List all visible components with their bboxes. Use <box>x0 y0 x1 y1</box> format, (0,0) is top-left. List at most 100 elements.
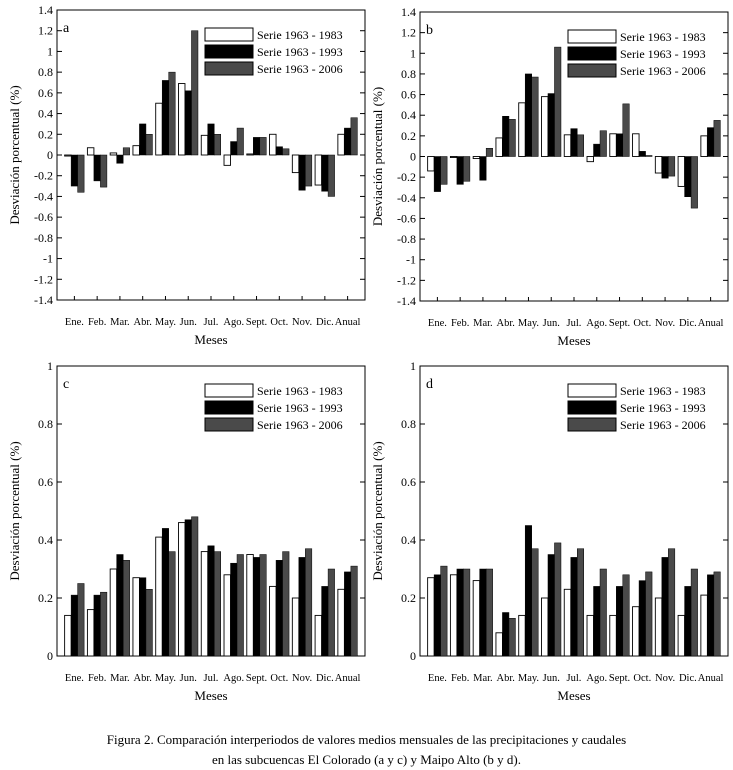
bar-serie1963-1983-ene <box>427 577 435 657</box>
legend-label-1: Serie 1963 - 1983 <box>257 28 343 42</box>
legend-label-2: Serie 1963 - 1993 <box>257 45 343 59</box>
bar-serie1963-1983-sept <box>246 153 254 156</box>
x-tick-label: Ene. <box>65 317 84 328</box>
x-tick-label: Ago. <box>586 673 607 684</box>
legend-swatch-2 <box>567 400 617 415</box>
bar-serie1963-1983-may <box>518 614 526 657</box>
bar-serie1963-1993-may <box>161 528 169 657</box>
bar-serie1963-2006-mar <box>485 147 493 157</box>
legend-label-1: Serie 1963 - 1983 <box>257 384 343 398</box>
x-tick-label: Nov. <box>292 673 312 684</box>
x-tick-label: Jun. <box>543 318 560 329</box>
legend-swatch-2 <box>204 400 254 415</box>
bar-serie1963-1983-nov <box>654 156 663 174</box>
x-tick-label: Jul. <box>567 673 582 684</box>
x-tick-label: Anual <box>698 673 724 684</box>
x-tick-label: Ene. <box>65 673 84 684</box>
bar-serie1963-1993-mar <box>479 156 487 181</box>
bar-serie1963-1993-jun <box>184 90 192 156</box>
y-tick-label: -1.2 <box>397 273 416 287</box>
bar-serie1963-1983-dic <box>314 614 323 657</box>
bar-serie1963-1993-abr <box>502 612 510 657</box>
bar-serie1963-1983-sept <box>246 554 254 657</box>
legend-swatch-2 <box>204 44 254 59</box>
bar-serie1963-1983-sept <box>609 133 617 157</box>
y-tick-label: -1.4 <box>34 293 53 307</box>
bar-serie1963-1993-oct <box>275 146 283 156</box>
bar-serie1963-2006-dic <box>327 568 335 657</box>
bar-serie1963-1983-may <box>518 102 526 157</box>
y-tick-label: -0.6 <box>34 210 53 224</box>
x-tick-label: Jun. <box>543 673 560 684</box>
y-tick-label: 0.4 <box>38 533 53 547</box>
x-tick-label: Dic. <box>679 318 697 329</box>
bar-serie1963-1983-mar <box>109 568 118 657</box>
bar-serie1963-1983-jul <box>563 588 572 657</box>
legend-swatch-3 <box>204 417 254 432</box>
y-tick-label: 0 <box>47 148 53 162</box>
x-tick-label: Oct. <box>270 317 288 328</box>
x-tick-label: Ene. <box>428 318 447 329</box>
bar-serie1963-2006-anual <box>350 117 358 156</box>
legend-label-1: Serie 1963 - 1983 <box>620 30 706 44</box>
bar-serie1963-1993-dic <box>321 154 329 192</box>
legend-label-2: Serie 1963 - 1993 <box>257 401 343 415</box>
legend-swatch-1 <box>204 383 254 398</box>
bar-serie1963-2006-feb <box>100 591 108 657</box>
bar-serie1963-1983-oct <box>269 585 277 657</box>
bar-serie1963-1993-ene <box>70 154 78 187</box>
bar-serie1963-1993-jul <box>570 128 578 157</box>
legend-swatch-1 <box>567 29 617 44</box>
bar-serie1963-1993-may <box>524 73 532 157</box>
bar-serie1963-1983-abr <box>132 577 140 657</box>
bar-serie1963-2006-sept <box>622 574 630 657</box>
y-tick-label: 0.8 <box>401 417 416 431</box>
bar-serie1963-1993-nov <box>661 557 669 657</box>
bar-serie1963-1993-jun <box>547 554 555 657</box>
bar-serie1963-1993-nov <box>661 156 669 179</box>
x-tick-label: Mar. <box>473 673 493 684</box>
bar-serie1963-1993-sept <box>253 557 261 657</box>
bar-serie1963-1993-oct <box>275 560 283 657</box>
legend-label-3: Serie 1963 - 2006 <box>257 62 343 76</box>
bar-serie1963-1993-dic <box>684 156 692 198</box>
y-tick-label: -0.8 <box>397 232 416 246</box>
bar-serie1963-1983-oct <box>632 606 640 657</box>
y-tick-label: -0.4 <box>34 189 53 203</box>
bar-serie1963-2006-jul <box>577 134 584 157</box>
bar-serie1963-1993-mar <box>116 154 124 164</box>
panel-letter: c <box>63 377 69 392</box>
x-tick-label: Anual <box>335 317 361 328</box>
bar-serie1963-1983-jul <box>563 134 572 157</box>
x-tick-label: Feb. <box>451 318 469 329</box>
bar-serie1963-1993-ago <box>230 562 238 657</box>
bar-serie1963-2006-dic <box>690 568 698 657</box>
bar-serie1963-1993-may <box>161 80 169 156</box>
bar-serie1963-1983-anual <box>700 594 708 657</box>
bar-serie1963-1993-feb <box>456 156 464 185</box>
bar-serie1963-2006-oct <box>645 571 653 657</box>
bar-serie1963-2006-anual <box>713 571 721 657</box>
bar-serie1963-1983-abr <box>132 145 140 156</box>
bar-serie1963-1983-jun <box>541 597 549 657</box>
x-tick-label: Mar. <box>473 318 493 329</box>
bar-serie1963-1993-abr <box>139 123 147 156</box>
bar-serie1963-2006-mar <box>122 147 130 156</box>
bar-serie1963-2006-abr <box>508 119 516 157</box>
bar-serie1963-1983-feb <box>449 156 458 158</box>
bar-serie1963-2006-ene <box>77 154 85 193</box>
y-tick-label: -0.2 <box>34 169 53 183</box>
caption-line-2: en las subcuencas El Colorado (a y c) y … <box>211 752 522 767</box>
bar-serie1963-2006-abr <box>508 618 516 657</box>
bar-serie1963-1983-jul <box>200 551 209 657</box>
bar-serie1963-2006-oct <box>282 148 290 156</box>
x-tick-label: Sept. <box>246 673 267 684</box>
bar-serie1963-1993-ago <box>230 141 238 156</box>
bar-serie1963-2006-jul <box>577 548 584 657</box>
x-tick-label: Nov. <box>655 318 675 329</box>
y-tick-label: 1.2 <box>38 24 53 38</box>
x-tick-label: Ene. <box>428 673 447 684</box>
bar-serie1963-1983-ago <box>586 614 594 657</box>
x-tick-label: Abr. <box>497 673 515 684</box>
y-tick-label: 0.6 <box>38 475 53 489</box>
